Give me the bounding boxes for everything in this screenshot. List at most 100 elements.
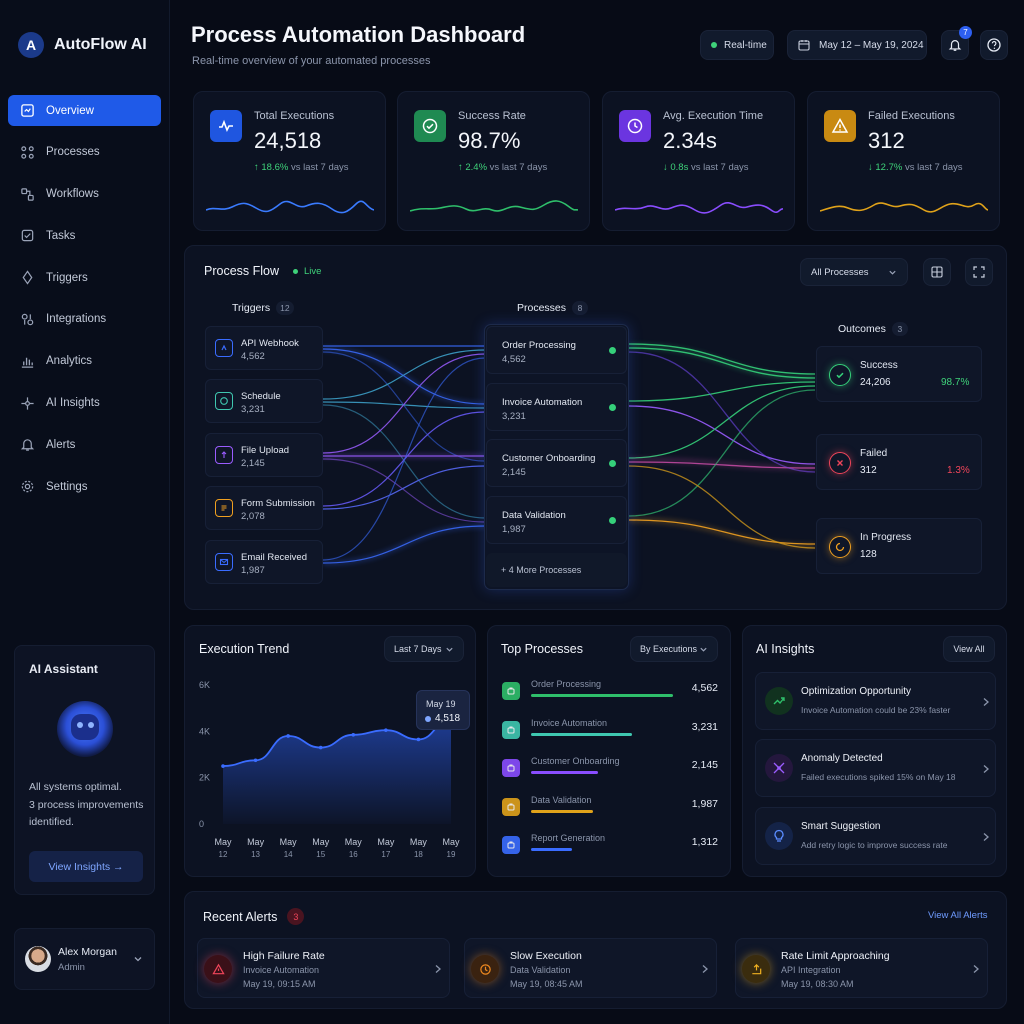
brand[interactable]: A AutoFlow AI — [18, 32, 147, 58]
node-title: Order Processing — [502, 340, 576, 351]
more-processes-link[interactable]: + 4 More Processes — [486, 553, 627, 587]
trend-point[interactable] — [384, 728, 388, 732]
trend-point[interactable] — [416, 737, 421, 742]
ai-insights-panel: AI Insights View All Optimization Opport… — [742, 625, 1007, 877]
sidebar-item-settings[interactable]: Settings — [8, 471, 161, 502]
process-node-invoice-automation[interactable]: Invoice Automation 3,231 — [486, 383, 627, 431]
execution-trend-title: Execution Trend — [199, 642, 290, 656]
x-tick-label: May — [377, 837, 395, 847]
date-range-picker[interactable]: May 12 – May 19, 2024 — [787, 30, 927, 60]
sidebar-item-processes[interactable]: Processes — [8, 137, 161, 168]
outcome-node-success[interactable]: Success 24,206 98.7% — [816, 346, 982, 402]
insight-suggestion[interactable]: Smart Suggestion Add retry logic to impr… — [755, 807, 996, 865]
process-bar-track — [531, 848, 673, 851]
trend-range-dropdown[interactable]: Last 7 Days — [384, 636, 464, 662]
process-node-data-validation[interactable]: Data Validation 1,987 — [486, 496, 627, 544]
sidebar-item-overview[interactable]: Overview — [8, 95, 161, 126]
processes-header: Processes — [517, 302, 567, 314]
x-tick-label: 15 — [316, 850, 325, 859]
processes-icon — [21, 146, 34, 159]
trend-point[interactable] — [221, 764, 225, 768]
assistant-message-line: identified. — [29, 816, 74, 828]
brand-name: AutoFlow AI — [54, 36, 147, 53]
bell-icon — [20, 439, 35, 452]
alert-high-failure-rate[interactable]: High Failure Rate Invoice Automation May… — [197, 938, 450, 998]
trend-point[interactable] — [351, 733, 356, 737]
y-tick-label: 4K — [199, 726, 210, 736]
process-flow-panel: Process Flow Live All Processes Triggers… — [184, 245, 1007, 610]
trend-point[interactable] — [286, 734, 290, 738]
alert-slow-execution[interactable]: Slow Execution Data Validation May 19, 0… — [464, 938, 717, 998]
process-name: Customer Onboarding — [531, 756, 620, 766]
trigger-node-email-received[interactable]: Email Received 1,987 — [205, 540, 323, 584]
view-all-alerts-link[interactable]: View All Alerts — [928, 910, 988, 921]
insight-desc: Failed executions spiked 15% on May 18 — [801, 772, 956, 782]
outcomes-header: Outcomes — [838, 323, 886, 335]
sidebar-item-triggers[interactable]: Triggers — [8, 262, 161, 293]
view-insights-button[interactable]: View Insights → — [29, 851, 143, 882]
calendar-icon — [798, 40, 810, 51]
process-node-customer-onboarding[interactable]: Customer Onboarding 2,145 — [486, 439, 627, 487]
alert-source: API Integration — [781, 965, 841, 975]
process-bar-track — [531, 694, 673, 697]
y-tick-label: 6K — [199, 680, 210, 690]
node-title: Success — [860, 360, 898, 371]
top-process-row[interactable]: Report Generation 1,312 — [502, 833, 718, 857]
webhook-icon — [215, 339, 233, 357]
x-tick-label: May — [247, 837, 265, 847]
fullscreen-button[interactable] — [965, 258, 993, 286]
layout-toggle-button[interactable] — [923, 258, 951, 286]
outcome-node-in-progress[interactable]: In Progress 128 — [816, 518, 982, 574]
tooltip-dot-icon — [425, 715, 431, 722]
process-icon — [502, 682, 520, 700]
node-value: 2,145 — [502, 467, 526, 478]
insight-anomaly[interactable]: Anomaly Detected Failed executions spike… — [755, 739, 996, 797]
top-process-row[interactable]: Invoice Automation 3,231 — [502, 718, 718, 742]
status-dot-icon — [609, 404, 616, 411]
alert-rate-limit[interactable]: Rate Limit Approaching API Integration M… — [735, 938, 988, 998]
node-title: Data Validation — [502, 510, 566, 521]
realtime-indicator[interactable]: Real-time — [700, 30, 774, 60]
sidebar-item-workflows[interactable]: Workflows — [8, 179, 161, 210]
process-bar-track — [531, 809, 673, 813]
notifications-button[interactable]: 7 — [941, 26, 972, 60]
node-title: Schedule — [241, 391, 281, 402]
grid-icon — [931, 266, 943, 278]
process-filter-dropdown[interactable]: All Processes — [800, 258, 908, 286]
top-processes-sort-dropdown[interactable]: By Executions — [630, 636, 718, 662]
x-tick-label: May — [214, 837, 232, 847]
sidebar-item-ai-insights[interactable]: AI Insights — [8, 388, 161, 419]
trigger-node-file-upload[interactable]: File Upload 2,145 — [205, 433, 323, 477]
sidebar-item-alerts[interactable]: Alerts — [8, 429, 161, 460]
insight-optimization[interactable]: Optimization Opportunity Invoice Automat… — [755, 672, 996, 730]
ai-insights-view-all-button[interactable]: View All — [943, 636, 995, 662]
live-dot-icon — [711, 42, 717, 48]
node-value: 2,145 — [241, 458, 265, 469]
stat-delta: ↑ 2.4% — [458, 162, 488, 173]
top-process-row[interactable]: Order Processing 4,562 — [502, 679, 718, 703]
process-icon — [502, 720, 520, 739]
top-process-row[interactable]: Data Validation 1,987 — [502, 795, 718, 819]
sidebar-item-analytics[interactable]: Analytics — [8, 346, 161, 377]
tasks-icon — [21, 230, 34, 242]
chevron-right-icon — [983, 833, 989, 841]
sidebar-item-tasks[interactable]: Tasks — [8, 220, 161, 251]
process-node-order-processing[interactable]: Order Processing 4,562 — [486, 326, 627, 374]
sort-label: By Executions — [640, 644, 698, 654]
stat-label: Failed Executions — [868, 110, 955, 122]
help-button[interactable] — [980, 30, 1008, 60]
top-process-row[interactable]: Customer Onboarding 2,145 — [502, 756, 718, 780]
live-dot-icon — [293, 269, 298, 274]
user-profile[interactable]: Alex Morgan Admin — [14, 928, 155, 990]
trend-point[interactable] — [253, 758, 258, 763]
trend-point[interactable] — [318, 745, 323, 750]
trigger-node-schedule[interactable]: Schedule 3,231 — [205, 379, 323, 423]
page-subtitle: Real-time overview of your automated pro… — [192, 55, 431, 67]
alert-warning-icon — [204, 955, 232, 983]
alerts-count-badge: 3 — [287, 908, 305, 925]
trigger-node-form-submission[interactable]: Form Submission 2,078 — [205, 486, 323, 530]
sidebar-item-integrations[interactable]: Integrations — [8, 304, 161, 335]
trigger-node-api-webhook[interactable]: API Webhook 4,562 — [205, 326, 323, 370]
outcome-node-failed[interactable]: Failed 312 1.3% — [816, 434, 982, 490]
process-value: 3,231 — [691, 720, 718, 733]
